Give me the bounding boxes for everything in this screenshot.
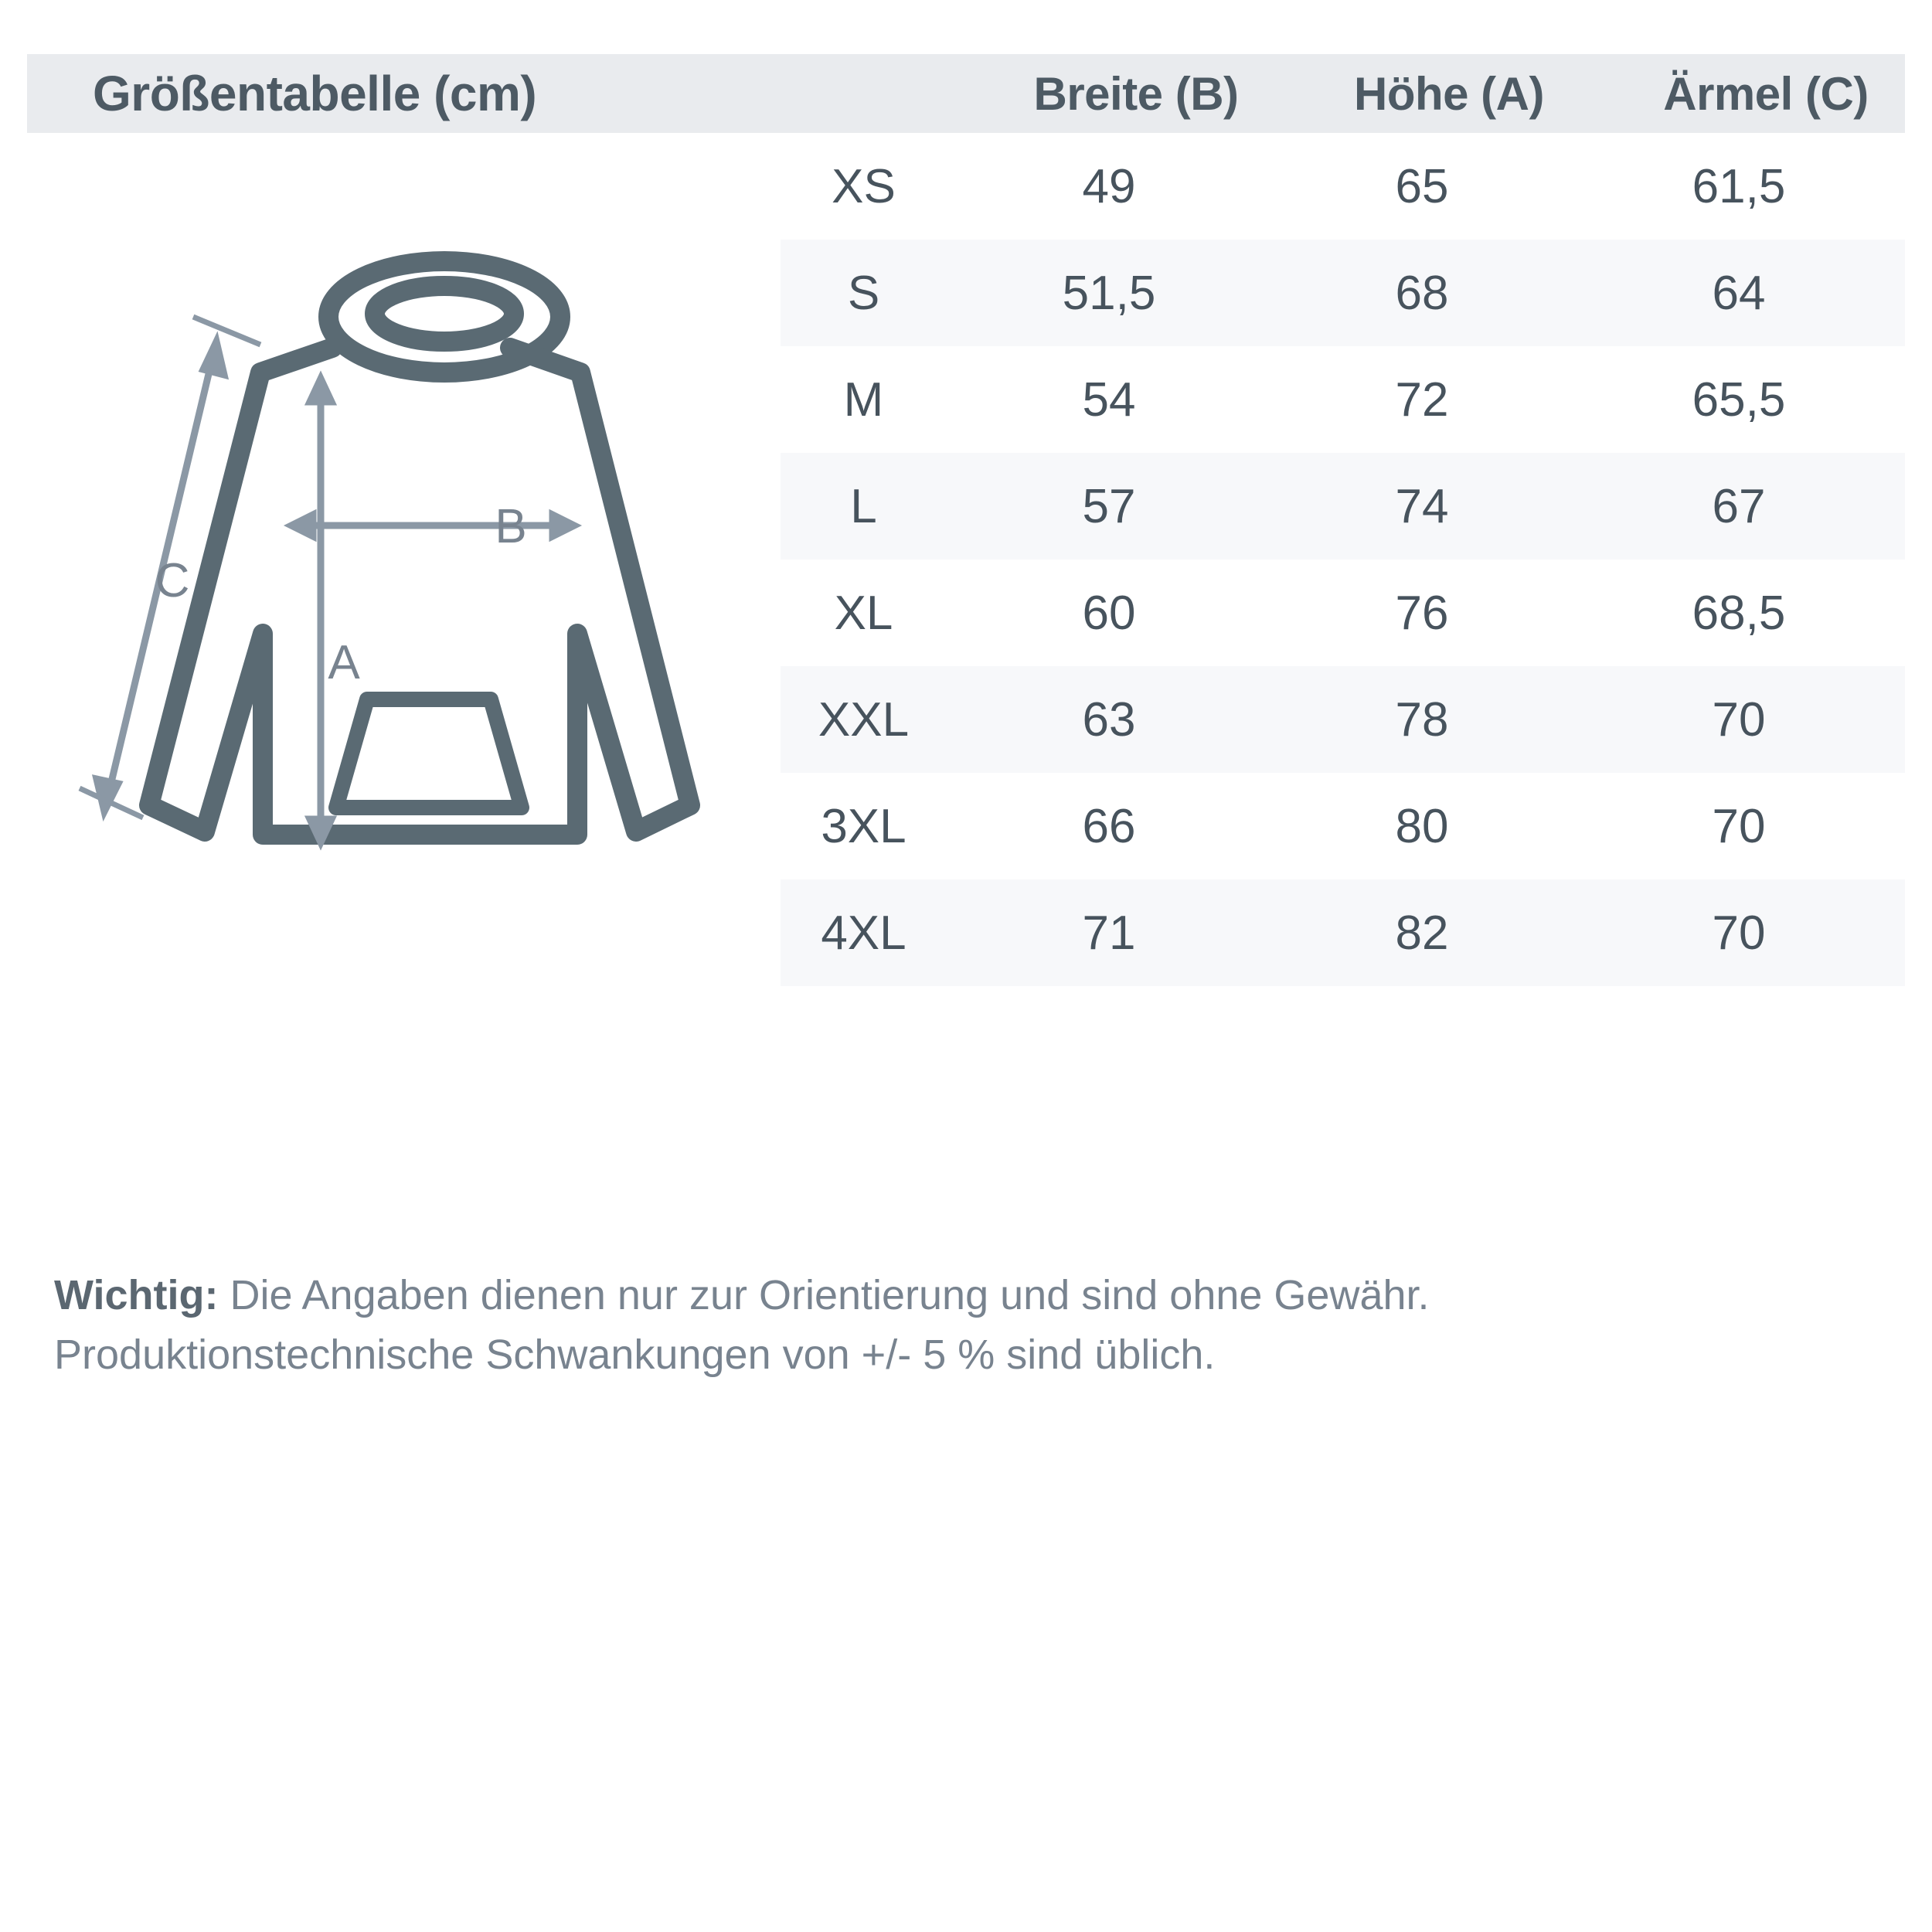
table-row: S 51,5 68 64 — [781, 240, 1905, 346]
cell-breite: 57 — [1082, 479, 1136, 533]
cell-hoehe: 78 — [1395, 692, 1449, 747]
table-row: L 57 74 67 — [781, 453, 1905, 560]
table-row: XXL 63 78 70 — [781, 666, 1905, 773]
hoodie-illustration: B A C — [58, 224, 769, 866]
hood-outer-icon — [318, 251, 570, 383]
cell-breite: 66 — [1082, 799, 1136, 853]
dimension-arrows-group — [78, 314, 583, 851]
cell-breite: 51,5 — [1062, 266, 1156, 320]
cell-aermel: 67 — [1712, 479, 1766, 533]
column-header-row: Breite (B) Höhe (A) Ärmel (C) — [808, 54, 1932, 133]
sleeve-arrow-line — [100, 340, 220, 813]
cell-size: S — [847, 266, 880, 320]
height-arrow-head-top — [304, 370, 338, 406]
dimension-label-c: C — [155, 554, 190, 607]
cell-hoehe: 82 — [1395, 906, 1449, 960]
table-row: XS 49 65 61,5 — [781, 133, 1905, 240]
table-row: 3XL 66 80 70 — [781, 773, 1905, 879]
hoodie-body-icon — [139, 338, 700, 845]
disclaimer-note: Wichtig: Die Angaben dienen nur zur Orie… — [54, 1266, 1855, 1384]
hood-inner-icon — [365, 276, 524, 352]
cell-size: XXL — [818, 692, 910, 747]
cell-size: 3XL — [821, 799, 906, 853]
cell-size: 4XL — [821, 906, 906, 960]
disclaimer-text: Die Angaben dienen nur zur Orientierung … — [54, 1272, 1430, 1378]
sleeve-tick-top — [192, 314, 262, 348]
cell-aermel: 70 — [1712, 906, 1766, 960]
table-row: XL 60 76 68,5 — [781, 560, 1905, 666]
cell-aermel: 61,5 — [1692, 159, 1786, 213]
column-header-hoehe: Höhe (A) — [1354, 67, 1544, 120]
cell-breite: 49 — [1082, 159, 1136, 213]
cell-breite: 54 — [1082, 372, 1136, 427]
cell-breite: 63 — [1082, 692, 1136, 747]
cell-size: XL — [834, 586, 893, 640]
cell-aermel: 64 — [1712, 266, 1766, 320]
cell-size: L — [850, 479, 877, 533]
cell-aermel: 68,5 — [1692, 586, 1786, 640]
disclaimer-label: Wichtig: — [54, 1272, 219, 1318]
width-arrow-head-right — [549, 509, 583, 543]
page-title: Größentabelle (cm) — [93, 66, 537, 121]
cell-hoehe: 80 — [1395, 799, 1449, 853]
cell-breite: 71 — [1082, 906, 1136, 960]
sleeve-arrow-head-top — [198, 331, 230, 380]
table-row: M 54 72 65,5 — [781, 346, 1905, 453]
cell-size: M — [843, 372, 884, 427]
cell-aermel: 70 — [1712, 799, 1766, 853]
cell-hoehe: 74 — [1395, 479, 1449, 533]
size-table-body: XS 49 65 61,5 S 51,5 68 64 M 54 72 65,5 … — [781, 133, 1905, 986]
cell-size: XS — [832, 159, 896, 213]
cell-hoehe: 68 — [1395, 266, 1449, 320]
table-header-band: Größentabelle (cm) Breite (B) Höhe (A) Ä… — [27, 54, 1905, 133]
sleeve-tick-bottom — [78, 785, 145, 821]
cell-breite: 60 — [1082, 586, 1136, 640]
height-arrow-head-bottom — [304, 815, 338, 851]
cell-hoehe: 65 — [1395, 159, 1449, 213]
cell-aermel: 65,5 — [1692, 372, 1786, 427]
hoodie-outline-group — [139, 251, 700, 845]
width-arrow-head-left — [283, 509, 317, 543]
cell-hoehe: 76 — [1395, 586, 1449, 640]
column-header-aermel: Ärmel (C) — [1663, 67, 1869, 120]
dimension-label-a: A — [328, 636, 360, 689]
column-header-breite: Breite (B) — [1033, 67, 1239, 120]
dimension-label-b: B — [495, 500, 526, 553]
cell-hoehe: 72 — [1395, 372, 1449, 427]
table-row: 4XL 71 82 70 — [781, 879, 1905, 986]
cell-aermel: 70 — [1712, 692, 1766, 747]
kangaroo-pocket-icon — [328, 692, 529, 815]
